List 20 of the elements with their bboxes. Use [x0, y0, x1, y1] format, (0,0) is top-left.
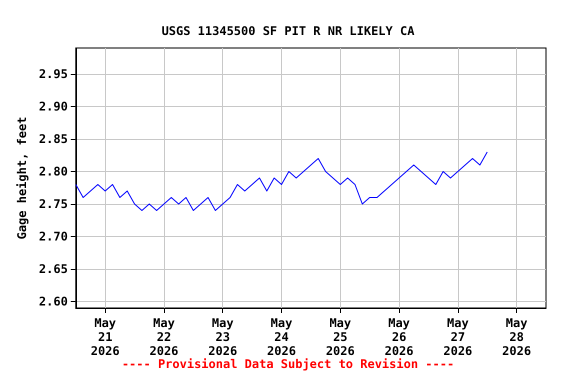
- y-tick-label: 2.70: [38, 230, 68, 244]
- x-tick-label: May 23 2026: [208, 316, 238, 358]
- x-tick-label: May 25 2026: [326, 316, 355, 358]
- y-tick-label: 2.85: [38, 132, 68, 146]
- line-series: [75, 152, 488, 211]
- x-tick-label: May 26 2026: [384, 316, 414, 358]
- x-tick-label: May 28 2026: [502, 316, 532, 358]
- y-tick-label: 2.90: [38, 100, 68, 114]
- y-axis-title: Gage height, feet: [15, 116, 29, 240]
- x-tick-label: May 24 2026: [267, 316, 296, 358]
- y-tick-label: 2.65: [38, 262, 68, 276]
- x-tick-label: May 22 2026: [150, 316, 178, 358]
- x-tick-label: May 27 2026: [443, 316, 472, 358]
- y-tick-label: 2.75: [38, 197, 68, 211]
- y-tick-label: 2.60: [38, 294, 68, 308]
- x-tick-label: May 21 2026: [90, 316, 120, 358]
- text: ---- Provisional Data Subject to Revision ----: [122, 357, 454, 371]
- y-tick-label: 2.80: [38, 164, 68, 178]
- chart-title: USGS 11345500 SF PIT R NR LIKELY CA: [162, 24, 416, 38]
- y-tick-label: 2.95: [38, 67, 68, 81]
